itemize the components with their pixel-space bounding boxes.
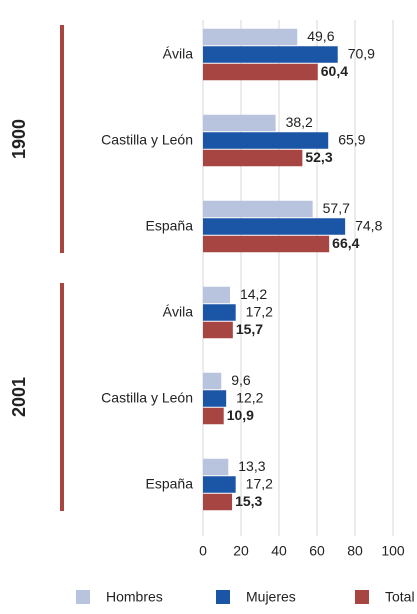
y-tick-label: Ávila	[163, 304, 194, 320]
bar	[203, 218, 346, 235]
bar	[203, 390, 227, 407]
legend-label: Total	[385, 589, 415, 605]
value-label: 17,2	[246, 304, 273, 320]
value-label: 9,6	[231, 372, 251, 388]
y-tick-label: Ávila	[163, 46, 194, 62]
bar	[203, 493, 233, 511]
bar	[203, 235, 330, 253]
bar	[203, 304, 236, 321]
value-label: 15,7	[236, 321, 263, 337]
bar	[203, 458, 229, 476]
value-label: 65,9	[338, 132, 365, 148]
value-label: 13,3	[238, 458, 265, 474]
group-label: 1900	[9, 119, 29, 159]
legend-swatch	[355, 590, 369, 604]
bar	[203, 286, 230, 304]
bar	[203, 476, 236, 493]
bar	[203, 200, 313, 218]
legend-label: Hombres	[106, 589, 163, 605]
value-label: 60,4	[321, 63, 348, 79]
bar	[203, 114, 276, 132]
y-tick-label: Castilla y León	[101, 390, 193, 406]
x-tick-label: 100	[381, 543, 405, 559]
x-tick-label: 0	[199, 543, 207, 559]
bar	[203, 63, 318, 81]
y-tick-label: España	[146, 476, 194, 492]
group-label: 2001	[9, 377, 29, 417]
value-label: 10,9	[227, 407, 254, 423]
bar	[203, 372, 222, 390]
value-label: 12,2	[236, 390, 263, 406]
x-tick-label: 80	[347, 543, 363, 559]
value-label: 15,3	[235, 493, 262, 509]
bar	[203, 46, 338, 63]
value-label: 17,2	[246, 476, 273, 492]
value-label: 14,2	[240, 286, 267, 302]
value-label: 52,3	[305, 149, 332, 165]
bar	[203, 28, 298, 46]
value-label: 57,7	[323, 200, 350, 216]
legend-swatch	[216, 590, 230, 604]
x-tick-label: 20	[233, 543, 249, 559]
y-tick-label: España	[146, 218, 194, 234]
x-tick-label: 40	[271, 543, 287, 559]
value-label: 38,2	[286, 114, 313, 130]
legend-label: Mujeres	[246, 589, 296, 605]
bar	[203, 149, 303, 167]
value-label: 74,8	[355, 218, 382, 234]
value-label: 70,9	[348, 46, 375, 62]
bar	[203, 321, 233, 339]
value-label: 49,6	[307, 28, 334, 44]
bar	[203, 407, 224, 425]
value-label: 66,4	[332, 235, 359, 251]
bar	[203, 132, 329, 149]
legend-swatch	[76, 590, 90, 604]
y-tick-label: Castilla y León	[101, 132, 193, 148]
x-tick-label: 60	[309, 543, 325, 559]
